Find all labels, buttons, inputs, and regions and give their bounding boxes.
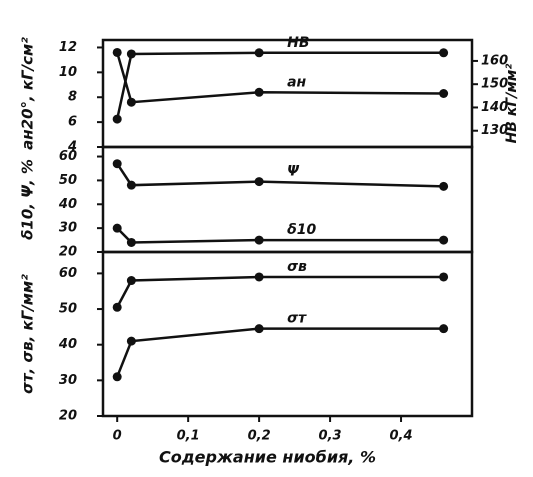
y2-tick-label: 150 <box>481 77 508 92</box>
y-axis-label: σт, σв, кГ/мм² <box>19 274 37 394</box>
y2-axis-label: HB кГ/мм² <box>504 63 520 144</box>
series-line <box>116 275 444 308</box>
data-point <box>112 159 122 169</box>
data-point <box>254 177 264 187</box>
data-point <box>439 89 449 98</box>
data-point <box>126 237 136 247</box>
series-line <box>116 227 444 244</box>
y-tick-label: 50 <box>59 302 77 317</box>
data-point <box>439 324 449 334</box>
series-label: σт <box>287 311 307 327</box>
series-label: σв <box>287 259 307 275</box>
data-point <box>126 336 136 346</box>
data-point <box>254 48 264 58</box>
data-point <box>126 97 136 107</box>
data-point <box>439 272 449 282</box>
y2-tick-label: 130 <box>481 123 508 138</box>
y-tick-label: 4 <box>67 140 77 155</box>
series-line <box>115 51 444 120</box>
x-tick-label: 0,3 <box>319 429 342 444</box>
series-line <box>116 163 444 188</box>
data-point <box>126 180 136 190</box>
x-tick-label: 0,2 <box>248 429 271 444</box>
series-label: δ10 <box>287 222 316 238</box>
data-point <box>112 372 122 382</box>
data-point <box>112 47 122 57</box>
y-tick-label: 10 <box>59 65 77 80</box>
y-tick-label: 8 <box>68 90 77 105</box>
y-tick-label: 12 <box>59 40 77 55</box>
data-point <box>126 49 136 59</box>
y-tick-label: 20 <box>59 409 77 424</box>
data-point <box>254 324 264 334</box>
data-point <box>112 302 122 312</box>
x-tick-label: 0,1 <box>177 429 200 444</box>
x-tick-label: 0 <box>113 429 122 444</box>
data-point <box>254 87 264 97</box>
data-point <box>112 114 122 124</box>
y-axis-label: δ10, Ψ, % <box>19 159 37 240</box>
data-point <box>439 235 449 245</box>
y-axis-label: aн20°, кГ/см² <box>19 37 37 150</box>
data-point <box>112 223 122 233</box>
y-tick-label: 40 <box>58 197 77 212</box>
data-point <box>254 235 264 245</box>
y-tick-label: 6 <box>68 115 77 130</box>
y-tick-label: 50 <box>59 173 77 188</box>
y2-tick-label: 160 <box>481 53 508 68</box>
series-line <box>116 327 444 378</box>
y-tick-label: 60 <box>59 266 77 281</box>
y2-tick-label: 140 <box>481 100 508 115</box>
panel-frame <box>101 250 474 418</box>
y-tick-label: 30 <box>59 373 77 388</box>
data-point <box>126 276 136 286</box>
x-tick-label: 0,4 <box>390 429 413 444</box>
series-label: HB <box>287 35 309 51</box>
y-tick-label: 60 <box>59 149 77 164</box>
series-label: Ψ <box>287 164 300 180</box>
y-tick-label: 40 <box>58 337 77 352</box>
series-label: aн <box>287 74 306 90</box>
data-point <box>439 181 449 191</box>
data-point <box>439 48 449 58</box>
series-line <box>115 52 444 104</box>
x-axis-label: Содержание ниобия, % <box>159 448 376 467</box>
y-tick-label: 30 <box>59 221 77 236</box>
y-tick-label: 20 <box>59 245 77 260</box>
data-point <box>254 272 264 282</box>
